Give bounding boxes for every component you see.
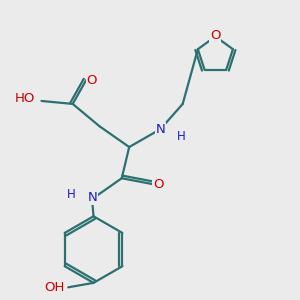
Text: O: O [210, 29, 220, 42]
Text: O: O [153, 178, 164, 191]
Text: O: O [86, 74, 97, 87]
Text: H: H [177, 130, 186, 143]
Text: OH: OH [44, 281, 65, 294]
Text: N: N [88, 191, 98, 204]
Text: HO: HO [15, 92, 35, 105]
Text: H: H [67, 188, 76, 201]
Text: N: N [155, 123, 165, 136]
